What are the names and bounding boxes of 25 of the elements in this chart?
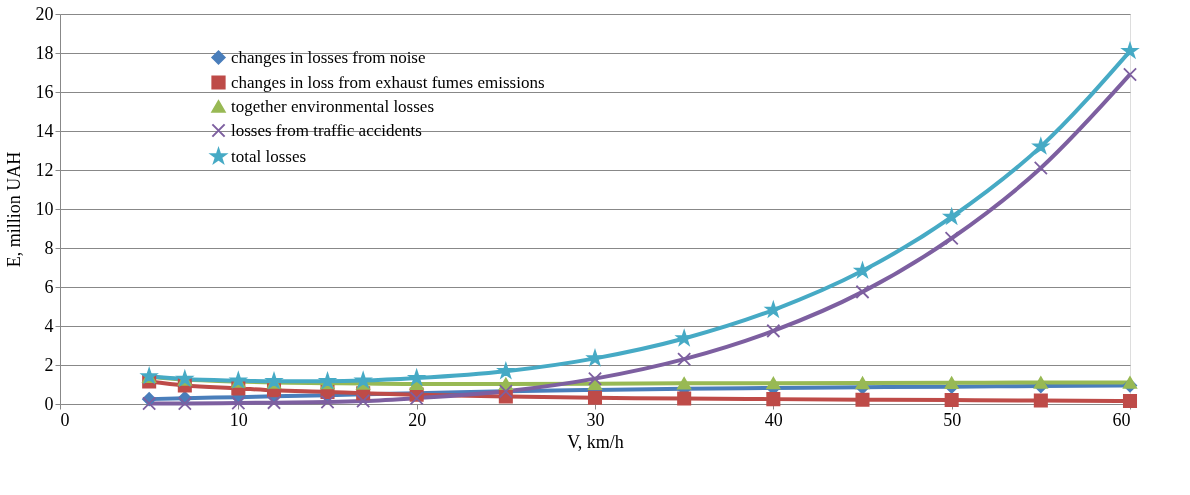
y-tick-label: 20 [35, 3, 54, 24]
x-tick-label: 50 [943, 409, 962, 430]
legend-label: changes in losses from noise [231, 47, 426, 67]
y-tick-label: 4 [44, 315, 54, 336]
y-tick-label: 6 [44, 276, 54, 297]
y-tick-label: 8 [44, 237, 54, 258]
y-tick-label: 0 [44, 393, 54, 414]
y-tick-label: 2 [44, 354, 54, 375]
y-tick-label: 16 [35, 81, 54, 102]
y-axis-title: E, million UAH [3, 151, 24, 268]
legend-label: losses from traffic accidents [231, 120, 422, 140]
y-tick-label: 14 [35, 120, 54, 141]
x-tick-label: 40 [764, 409, 783, 430]
y-tick-label: 18 [35, 42, 54, 63]
y-tick-label: 10 [35, 198, 54, 219]
legend-label: total losses [231, 146, 307, 166]
y-tick-label: 12 [35, 159, 54, 180]
x-axis-title: V, km/h [567, 431, 624, 452]
x-tick-label: 60 [1112, 409, 1131, 430]
x-tick-label: 10 [229, 409, 248, 430]
x-tick-label: 0 [60, 409, 70, 430]
legend-label: changes in loss from exhaust fumes emissions [231, 72, 545, 92]
legend-label: together environmental losses [231, 96, 435, 116]
x-tick-label: 30 [586, 409, 605, 430]
x-tick-label: 20 [408, 409, 427, 430]
